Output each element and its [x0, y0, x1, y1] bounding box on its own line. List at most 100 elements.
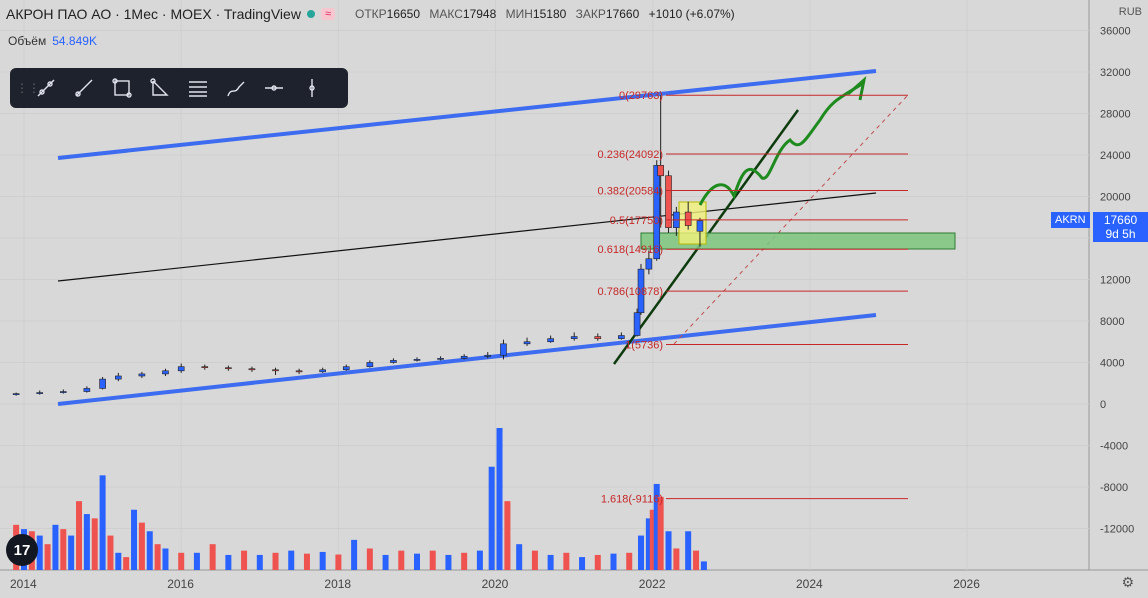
volume-bar [146, 531, 153, 570]
candle-body [633, 312, 641, 336]
drawing-toolbar: ⋮⋮ [10, 68, 348, 108]
volume-bar [645, 518, 652, 570]
volume-label: Объём [8, 34, 47, 48]
fib-icon[interactable] [180, 73, 216, 103]
volume-bar [319, 551, 326, 570]
high-label: МАКС [429, 7, 463, 21]
grid-lines [0, 0, 1148, 571]
candle-body [12, 393, 20, 395]
volume-bar [68, 535, 75, 570]
candle-body [594, 336, 602, 339]
vertical-line-icon[interactable] [294, 73, 330, 103]
drag-handle-icon[interactable]: ⋮⋮ [16, 81, 40, 95]
triangle-icon[interactable] [142, 73, 178, 103]
data-delay-badge: ≈ [320, 8, 335, 20]
price-tick-label: 0 [1100, 399, 1106, 411]
volume-bar [303, 553, 310, 570]
volume-bar [638, 535, 645, 570]
volume-bar [531, 550, 538, 570]
candle-body [342, 366, 350, 371]
candle-body [570, 336, 578, 339]
rectangle-icon[interactable] [104, 73, 140, 103]
volume-bar [288, 550, 295, 570]
fib-level-label: 0.236(24092) [598, 149, 663, 161]
candle-body [413, 359, 421, 361]
ohlc-values: ОТКР16650 МАКС17948 МИН15180 ЗАКР17660 +… [355, 7, 741, 21]
candle-body [138, 373, 146, 377]
trend-line-icon[interactable] [28, 73, 64, 103]
time-tick-label: 2016 [167, 577, 194, 591]
settings-gear-icon[interactable]: ⚙ [1121, 574, 1134, 590]
volume-bar [429, 550, 436, 570]
fib-level-label: 0(29763) [619, 90, 663, 102]
volume-bar [665, 531, 672, 570]
volume-bar [52, 524, 59, 570]
volume-bar [547, 554, 554, 570]
volume-bar [351, 539, 358, 570]
fib-level-label: 0.618(14916) [598, 244, 663, 256]
candle-body [366, 362, 374, 367]
currency-label[interactable]: RUB [1118, 6, 1142, 18]
candle-body [295, 370, 303, 373]
tradingview-logo-icon[interactable]: 17 [6, 534, 38, 566]
symbol-title[interactable]: АКРОН ПАО АО · 1Мес · MOEX · TradingView [6, 6, 301, 22]
candle-body [484, 354, 492, 357]
volume-bar [154, 544, 161, 570]
volume-bar [685, 531, 692, 570]
volume-bar [366, 548, 373, 570]
volume-bar [563, 552, 570, 570]
forecast-arrow-head-icon [847, 75, 867, 101]
volume-bar [693, 550, 700, 570]
fib-level-label: 0.5(17750) [610, 215, 663, 227]
candle-body [115, 375, 122, 380]
chart-header: АКРОН ПАО АО · 1Мес · MOEX · TradingView… [6, 6, 741, 22]
bar-countdown: 9d 5h [1105, 227, 1136, 241]
candle-body [618, 335, 625, 339]
candle-body [696, 220, 704, 232]
volume-bar [36, 535, 43, 570]
forecast-arrow-path [698, 82, 863, 206]
candle-body [657, 165, 664, 177]
close-label: ЗАКР [575, 7, 606, 21]
fib-retracement: 0(29763) 0.236(24092) 0.382(20584) 0.5(1775… [598, 90, 908, 506]
volume-bar [115, 552, 122, 570]
volume-bar [60, 529, 67, 570]
price-tick-label: 32000 [1100, 67, 1131, 79]
volume-bar [91, 518, 98, 570]
candle-body [225, 367, 232, 370]
volume-bar [76, 501, 83, 570]
volume-bar [626, 552, 633, 570]
volume-legend: Объём 54.849K [8, 34, 97, 48]
volume-bar [496, 428, 503, 570]
fib-level-label: 0.786(10878) [598, 286, 663, 298]
fib-level-label: 1.618(-9116) [601, 494, 663, 506]
time-tick-label: 2026 [953, 577, 980, 591]
open-value: 16650 [386, 7, 421, 21]
ticker-tag: AKRN [1051, 212, 1090, 228]
price-tick-label: 8000 [1100, 316, 1124, 328]
volume-bar [653, 483, 660, 570]
candle-body [272, 369, 279, 372]
candle-body [500, 343, 507, 356]
ray-icon[interactable] [66, 73, 102, 103]
volume-bar [99, 475, 106, 570]
volume-bar [178, 552, 185, 570]
candle-body [177, 366, 185, 372]
volume-bar [504, 501, 511, 570]
volume-bar [488, 466, 495, 570]
volume-bar [225, 554, 232, 570]
price-tick-label: 12000 [1100, 275, 1131, 287]
candle-body [319, 369, 326, 373]
candle-body [162, 370, 169, 375]
brush-icon[interactable] [218, 73, 254, 103]
low-label: МИН [505, 7, 533, 21]
mid-trend-line [57, 192, 877, 282]
change-value: +1010 (+6.07%) [648, 7, 735, 21]
high-value: 17948 [462, 7, 497, 21]
candle-body [547, 338, 554, 343]
horizontal-ray-icon[interactable] [256, 73, 292, 103]
volume-bar [131, 509, 138, 570]
candle-body [83, 388, 91, 392]
volume-bar [83, 514, 90, 570]
time-tick-label: 2024 [796, 577, 823, 591]
